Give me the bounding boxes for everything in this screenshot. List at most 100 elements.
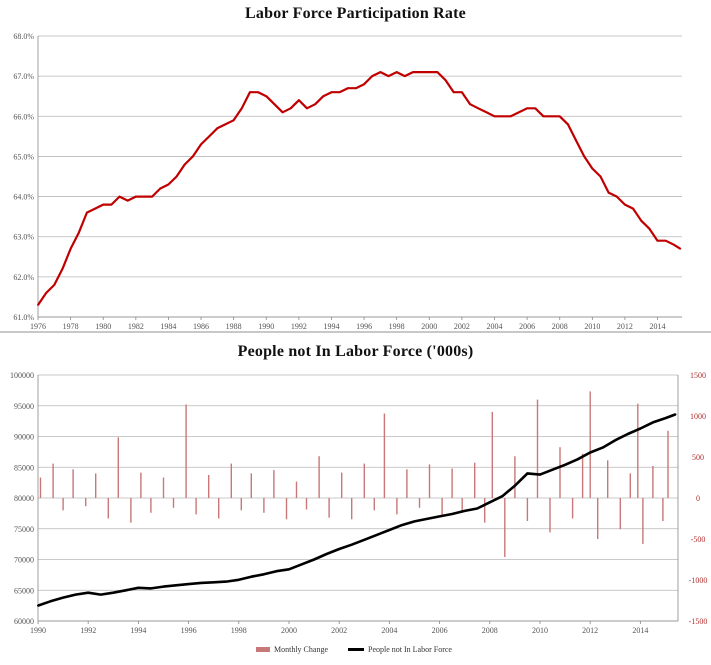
participation-rate-point — [306, 107, 308, 110]
not-in-labor-force-point — [363, 538, 366, 541]
monthly-change-bar — [318, 456, 320, 498]
x-tick-label: 2014 — [650, 322, 666, 331]
monthly-change-bar — [491, 411, 493, 498]
monthly-change-bar — [662, 498, 664, 521]
participation-rate-point — [387, 75, 390, 78]
monthly-change-bar — [263, 498, 265, 513]
monthly-change-bar — [581, 453, 584, 498]
participation-rate-point — [346, 87, 349, 90]
not-in-labor-force-point — [162, 585, 165, 588]
monthly-change-bar — [341, 472, 343, 498]
not-in-labor-force-panel: People not In Labor Force ('000s) 60000 6… — [0, 333, 711, 665]
monthly-change-bar — [107, 498, 109, 519]
x-tick-label: 2000 — [281, 626, 297, 635]
y-left-tick-label: 65000 — [14, 586, 34, 595]
chart-title-participation: Labor Force Participation Rate — [245, 5, 466, 22]
participation-rate-point — [69, 247, 72, 250]
participation-rate-point — [314, 103, 317, 106]
panel-divider — [0, 331, 711, 333]
monthly-change-bar — [195, 498, 197, 515]
x-tick-label: 2008 — [552, 322, 568, 331]
not-in-labor-force-point — [74, 593, 77, 596]
participation-rate-point — [615, 195, 618, 198]
participation-rate-point — [200, 143, 202, 146]
participation-rate-point — [118, 195, 121, 198]
monthly-change-bar — [95, 473, 97, 498]
monthly-change-bar — [484, 498, 486, 523]
not-in-labor-force-point — [614, 439, 617, 442]
monthly-change-bar — [667, 430, 669, 498]
monthly-change-bar — [230, 463, 232, 498]
not-in-labor-force-point — [576, 458, 579, 461]
participation-rate-point — [126, 199, 129, 202]
participation-rate-point — [257, 91, 260, 94]
participation-rate-point — [289, 107, 292, 110]
participation-rate-point — [656, 239, 659, 242]
monthly-change-bar — [441, 498, 443, 516]
participation-rate-point — [330, 91, 333, 94]
participation-rate-point — [403, 75, 406, 78]
participation-rate-point — [265, 95, 268, 98]
participation-rate-point — [159, 187, 162, 190]
not-in-labor-force-point — [225, 580, 228, 583]
monthly-change-bar — [526, 498, 529, 521]
not-in-labor-force-point — [526, 472, 529, 475]
participation-rate-point — [355, 87, 357, 90]
y-right-tick-label: 500 — [692, 453, 704, 462]
participation-rate-point — [191, 155, 194, 158]
not-in-labor-force-point — [112, 591, 115, 594]
not-in-labor-force-point — [488, 501, 491, 504]
not-in-labor-force-point — [626, 433, 629, 436]
not-in-labor-force-point — [564, 463, 567, 466]
x-tick-label: 2006 — [432, 626, 448, 635]
not-in-labor-force-point — [513, 484, 516, 487]
not-in-labor-force-point — [589, 451, 592, 454]
x-tick-label: 2002 — [331, 626, 347, 635]
x-tick-label: 1994 — [323, 322, 339, 331]
not-in-labor-force-point — [187, 583, 190, 586]
monthly-change-bar — [607, 460, 609, 498]
monthly-change-bar — [559, 447, 561, 498]
participation-rate-point — [322, 95, 325, 98]
participation-rate-point — [37, 304, 39, 306]
participation-rate-point — [249, 91, 251, 94]
x-tick-label: 1996 — [356, 322, 372, 331]
not-in-labor-force-point — [287, 568, 290, 571]
x-tick-label: 1998 — [231, 626, 247, 635]
x-tick-label: 1992 — [80, 626, 96, 635]
monthly-change-bar — [285, 498, 288, 520]
not-in-labor-force-point — [664, 417, 667, 420]
x-tick-label: 1982 — [128, 322, 144, 331]
monthly-change-bar — [629, 473, 631, 498]
x-tick-label: 2008 — [482, 626, 498, 635]
x-tick-label: 1990 — [30, 626, 46, 635]
participation-rate-point — [183, 163, 186, 166]
monthly-change-bar — [185, 404, 187, 498]
not-in-labor-force-point — [551, 468, 554, 471]
participation-rate-point — [61, 267, 64, 270]
x-tick-label: 2006 — [519, 322, 535, 331]
not-in-labor-force-point — [476, 507, 479, 510]
x-tick-label: 1998 — [389, 322, 405, 331]
legend-label-monthly-change: Monthly Change — [274, 645, 328, 654]
y-right-tick-label: -1000 — [689, 576, 708, 585]
x-tick-label: 1986 — [193, 322, 209, 331]
not-in-labor-force-line — [37, 413, 676, 607]
participation-rate-point — [460, 91, 463, 94]
participation-rate-point — [599, 175, 602, 178]
participation-rate-point — [86, 211, 88, 214]
monthly-change-bar — [652, 466, 654, 498]
monthly-change-bar — [273, 470, 275, 498]
y-right-tick-label: 1000 — [690, 412, 706, 421]
not-in-labor-force-point — [212, 581, 215, 584]
participation-rate-point — [143, 195, 145, 198]
not-in-labor-force-point — [137, 586, 140, 589]
monthly-change-bar — [85, 498, 87, 507]
not-in-labor-force-point — [99, 593, 102, 596]
not-in-labor-force-point — [275, 570, 278, 573]
monthly-change-bar — [589, 391, 591, 498]
not-in-labor-force-point — [538, 473, 541, 476]
monthly-change-bar — [474, 462, 476, 498]
participation-rate-point — [542, 115, 545, 118]
participation-rate-point — [501, 115, 504, 118]
